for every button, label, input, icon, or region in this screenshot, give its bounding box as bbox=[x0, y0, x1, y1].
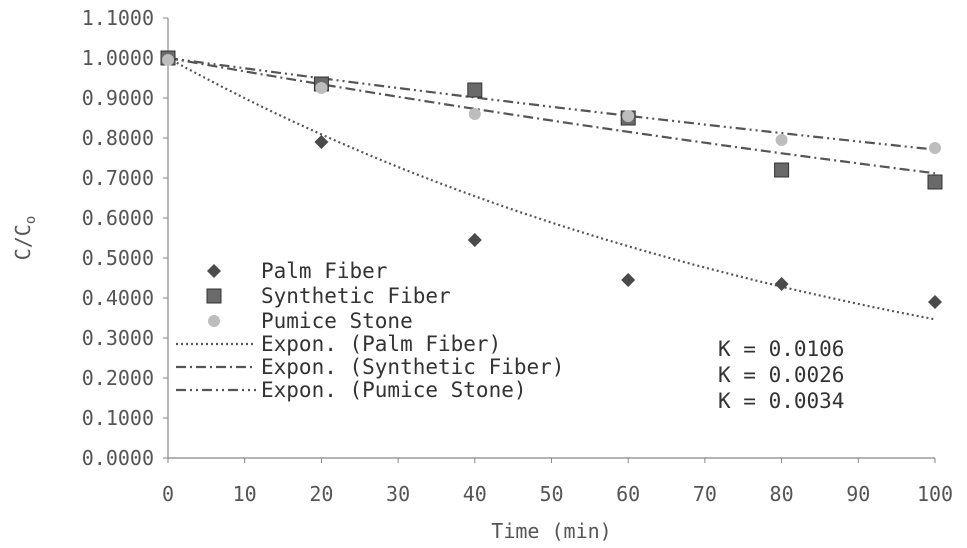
data-point-dot bbox=[208, 315, 220, 327]
y-tick-label: 0.4000 bbox=[82, 286, 154, 310]
legend-label: Expon. (Synthetic Fiber) bbox=[261, 355, 564, 379]
data-point-dot bbox=[315, 82, 328, 94]
data-point-dot bbox=[622, 110, 635, 122]
data-point-diamond bbox=[621, 273, 636, 287]
data-point-dot bbox=[929, 142, 941, 154]
x-tick-label: 40 bbox=[463, 482, 487, 506]
data-point-diamond bbox=[928, 295, 942, 309]
legend-label: Expon. (Palm Fiber) bbox=[261, 332, 501, 356]
trendline bbox=[167, 56, 936, 175]
data-point-square bbox=[774, 162, 790, 178]
x-tick-label: 60 bbox=[616, 482, 640, 506]
data-point-dot bbox=[162, 54, 174, 66]
x-tick-label: 70 bbox=[693, 482, 717, 506]
x-tick-label: 0 bbox=[162, 482, 174, 506]
y-tick-label: 0.9000 bbox=[82, 86, 154, 110]
y-tick-label: 0.6000 bbox=[82, 206, 154, 230]
y-tick-label: 1.1000 bbox=[82, 6, 154, 30]
x-tick-label: 30 bbox=[386, 482, 410, 506]
x-axis-title: Time (min) bbox=[491, 519, 611, 543]
legend-label: Synthetic Fiber bbox=[261, 284, 451, 308]
data-points bbox=[160, 50, 943, 309]
y-tick-label: 0.2000 bbox=[82, 366, 154, 390]
data-point-dot bbox=[468, 108, 481, 120]
x-tick-label: 90 bbox=[846, 482, 870, 506]
x-axis-ticks: 0 10 20 30 40 50 60 70 80 90 100 bbox=[162, 458, 953, 506]
data-point-square bbox=[206, 288, 222, 304]
x-tick-label: 50 bbox=[539, 482, 563, 506]
y-tick-label: 0.7000 bbox=[82, 166, 154, 190]
k-annotation: K = 0.0034 bbox=[718, 389, 844, 413]
legend-label: Palm Fiber bbox=[261, 259, 387, 283]
y-tick-label: 0.5000 bbox=[82, 246, 154, 270]
y-tick-label: 1.0000 bbox=[82, 46, 154, 70]
k-annotation: K = 0.0106 bbox=[718, 337, 844, 361]
x-tick-label: 20 bbox=[309, 482, 333, 506]
trendlines bbox=[167, 56, 936, 321]
y-axis-ticks: 0.0000 0.1000 0.2000 0.3000 0.4000 0.5000 0.60… bbox=[82, 6, 168, 470]
x-tick-label: 80 bbox=[770, 482, 794, 506]
y-tick-label: 0.0000 bbox=[82, 446, 154, 470]
y-tick-label: 0.1000 bbox=[82, 406, 154, 430]
data-point-diamond bbox=[314, 135, 329, 149]
data-point-diamond bbox=[774, 277, 789, 291]
legend-label: Expon. (Pumice Stone) bbox=[261, 378, 527, 402]
y-tick-label: 0.3000 bbox=[82, 326, 154, 350]
data-point-square bbox=[927, 174, 943, 190]
data-point-square bbox=[467, 82, 483, 98]
y-axis-title-subscript: o bbox=[23, 216, 39, 224]
data-point-dot bbox=[775, 134, 788, 146]
legend-label: Pumice Stone bbox=[261, 309, 413, 333]
y-axis-title-main: C/C bbox=[11, 224, 35, 260]
y-axis-title: C/Co bbox=[11, 216, 39, 261]
data-point-diamond bbox=[467, 233, 482, 247]
y-axis-title-group: C/Co bbox=[11, 216, 39, 261]
k-annotation: K = 0.0026 bbox=[718, 363, 844, 387]
data-point-diamond bbox=[207, 264, 221, 278]
y-tick-label: 0.8000 bbox=[82, 126, 154, 150]
x-tick-label: 10 bbox=[233, 482, 257, 506]
trendline bbox=[167, 56, 936, 151]
x-tick-label: 100 bbox=[917, 482, 953, 506]
